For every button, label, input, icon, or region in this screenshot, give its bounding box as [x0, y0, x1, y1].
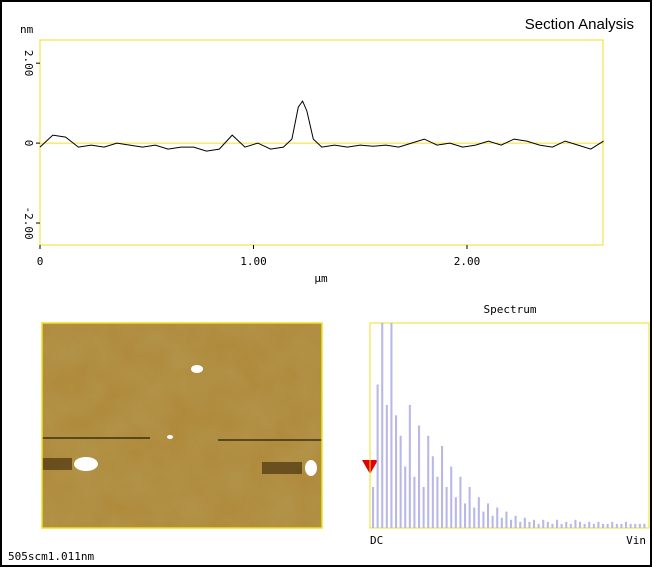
- bar: [620, 523, 623, 528]
- bar: [602, 523, 605, 528]
- bar: [533, 519, 536, 528]
- bar: [390, 323, 393, 528]
- bar: [569, 523, 572, 528]
- bar: [505, 511, 508, 528]
- plot-frame: [369, 322, 650, 529]
- bar: [408, 405, 411, 528]
- bar: [606, 523, 609, 528]
- bar: [441, 446, 444, 528]
- y-tick-label: -2.00: [22, 206, 35, 239]
- bar: [450, 466, 453, 528]
- bar: [427, 435, 430, 528]
- bar: [399, 435, 402, 528]
- bar: [459, 476, 462, 528]
- bar: [477, 497, 480, 528]
- y-tick-label: 0: [22, 140, 35, 147]
- bar: [491, 515, 494, 528]
- bar: [611, 521, 614, 528]
- x-tick-label: 1.00: [240, 255, 267, 268]
- chart-title: Section Analysis: [525, 16, 634, 33]
- x-tick-label: 0: [37, 255, 44, 268]
- bar: [514, 515, 517, 528]
- x-label-end: Vin: [626, 534, 646, 547]
- x-axis-label: µm: [314, 272, 328, 285]
- bar: [431, 456, 434, 528]
- plot-frame: [39, 39, 604, 246]
- bar: [551, 523, 554, 528]
- bar: [500, 517, 503, 528]
- bar: [592, 523, 595, 528]
- bar: [510, 519, 513, 528]
- bar: [574, 519, 577, 528]
- bar: [372, 487, 375, 528]
- bar: [638, 523, 641, 528]
- bar: [445, 487, 448, 528]
- bar: [418, 425, 421, 528]
- bar: [542, 519, 545, 528]
- bar: [496, 507, 499, 528]
- x-tick-label: 2.00: [454, 255, 481, 268]
- bar: [579, 521, 582, 528]
- bar: [537, 523, 540, 528]
- bar: [487, 503, 490, 528]
- bar: [381, 323, 384, 528]
- bar: [546, 521, 549, 528]
- bar: [583, 523, 586, 528]
- bar: [482, 511, 485, 528]
- bar: [473, 507, 476, 528]
- bar: [634, 523, 637, 528]
- y-axis-label: nm: [20, 23, 34, 36]
- bar: [468, 487, 471, 528]
- bar: [629, 523, 632, 528]
- bar: [395, 415, 398, 528]
- bar: [376, 384, 379, 528]
- bar: [597, 521, 600, 528]
- bar: [643, 523, 646, 528]
- bar: [436, 476, 439, 528]
- bar: [454, 497, 457, 528]
- bar: [519, 521, 522, 528]
- bar: [565, 521, 568, 528]
- bar: [523, 517, 526, 528]
- bar: [615, 523, 618, 528]
- bar: [422, 487, 425, 528]
- bar: [625, 521, 628, 528]
- bar: [464, 503, 467, 528]
- bar: [560, 523, 563, 528]
- profile-line: [39, 100, 604, 152]
- bar: [385, 405, 388, 528]
- bar: [413, 476, 416, 528]
- bar: [588, 521, 591, 528]
- spectrum-title: Spectrum: [484, 303, 537, 316]
- y-tick-label: 2.00: [22, 50, 35, 76]
- bar: [528, 521, 531, 528]
- afm-image: [41, 322, 323, 529]
- caption: 505scm1.011nm: [8, 550, 94, 563]
- bar: [404, 466, 407, 528]
- x-label-start: DC: [370, 534, 383, 547]
- bar: [556, 519, 559, 528]
